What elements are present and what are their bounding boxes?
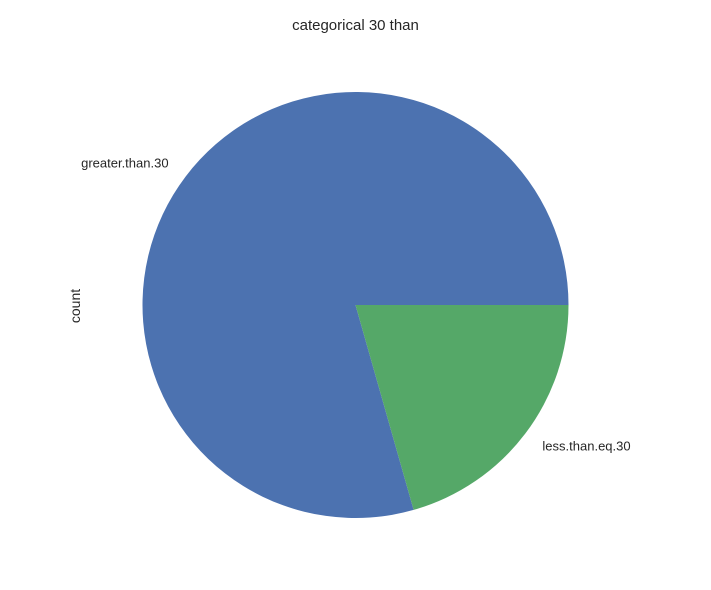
pie-slices — [142, 92, 569, 519]
y-axis-label: count — [67, 289, 83, 323]
pie-slice-less-than-eq-30 — [355, 305, 569, 510]
pie-labels: greater.than.30 less.than.eq.30 — [81, 156, 631, 454]
pie-label-less-than-eq-30: less.than.eq.30 — [542, 438, 630, 453]
pie-label-greater-than-30: greater.than.30 — [81, 156, 168, 171]
chart-title: categorical 30 than — [292, 17, 419, 34]
pie-slice-greater-than-30 — [142, 92, 569, 519]
